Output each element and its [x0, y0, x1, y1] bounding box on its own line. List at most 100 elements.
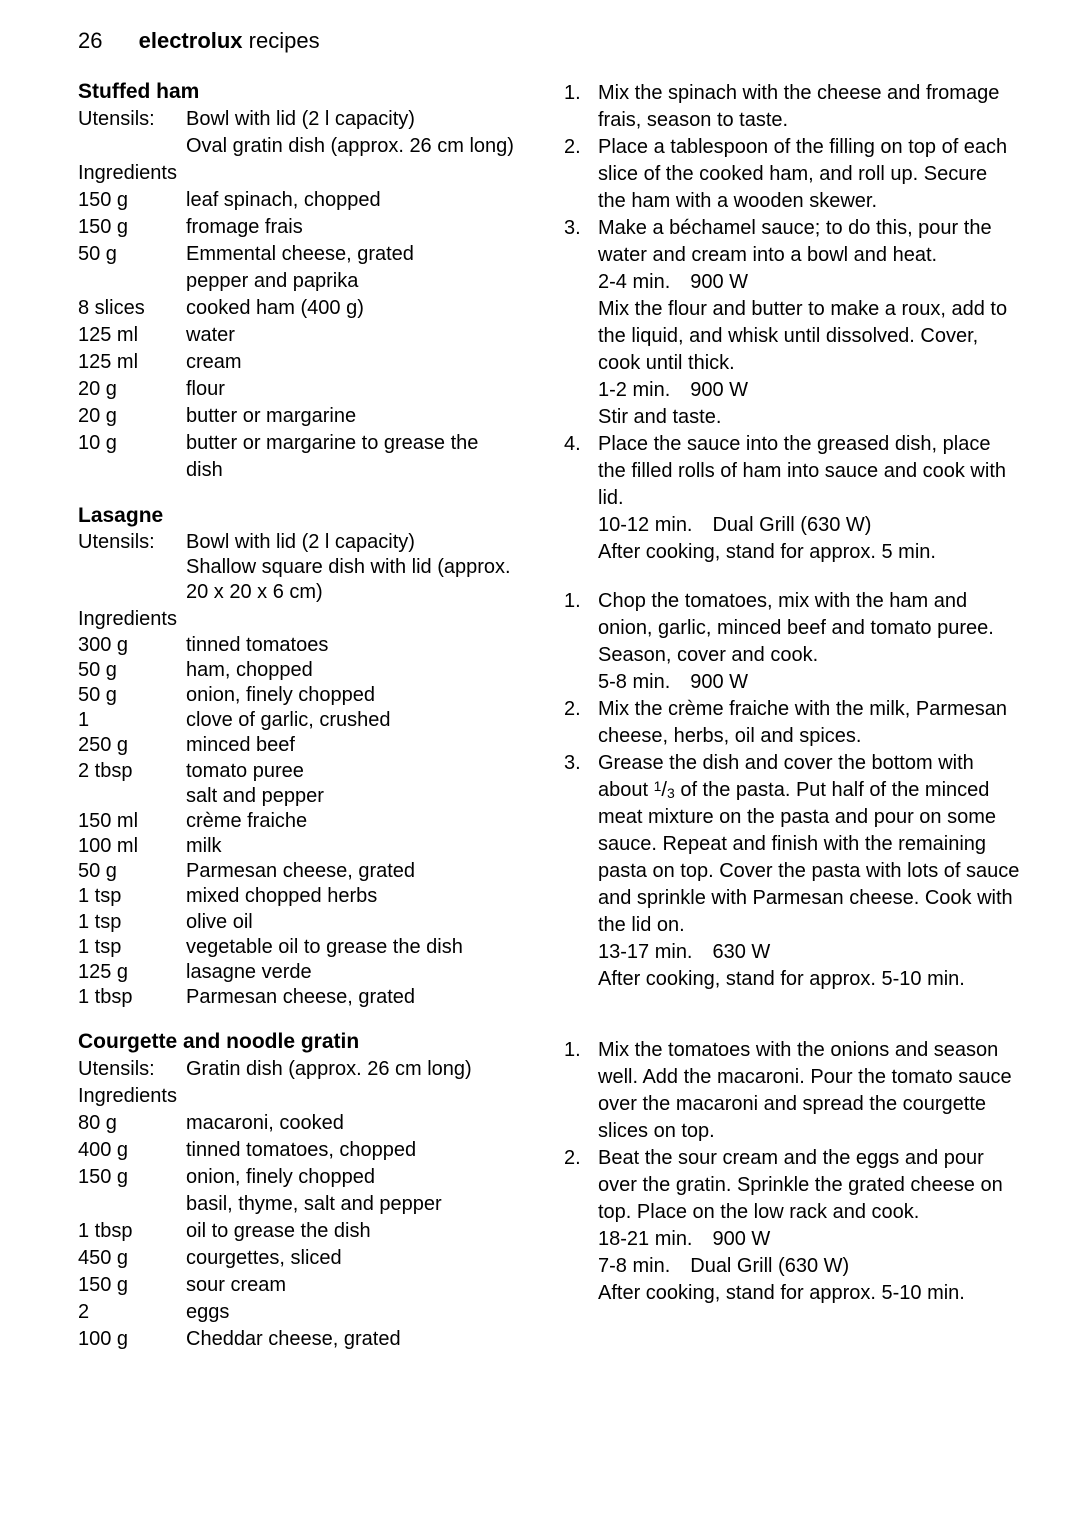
step-text: Place a tablespoon of the filling on top… — [598, 134, 1020, 215]
ingredient-qty — [78, 268, 186, 295]
ingredient-qty: 450 g — [78, 1245, 186, 1272]
ingredient-row: basil, thyme, salt and pepper — [78, 1191, 442, 1218]
ingredient-name: tomato puree — [186, 759, 463, 784]
ingredient-name: butter or margarine to grease the dish — [186, 430, 518, 484]
right-column: 1.Mix the spinach with the cheese and fr… — [564, 80, 1020, 1373]
step-number: 1. — [564, 588, 598, 696]
utensils-label: Utensils: — [78, 1056, 186, 1083]
ingredient-qty: 300 g — [78, 633, 186, 658]
recipe-title: Stuffed ham — [78, 80, 518, 104]
content-columns: Stuffed ham Utensils: Bowl with lid (2 l… — [78, 80, 1020, 1373]
step-text: Mix the spinach with the cheese and from… — [598, 80, 1020, 134]
utensils-row: Utensils: Gratin dish (approx. 26 cm lon… — [78, 1056, 518, 1083]
ingredient-qty: 150 ml — [78, 809, 186, 834]
ingredient-row: 125 glasagne verde — [78, 960, 463, 985]
ingredient-name: tinned tomatoes, chopped — [186, 1137, 442, 1164]
ingredient-qty: 20 g — [78, 403, 186, 430]
ingredient-row: 100 mlmilk — [78, 834, 463, 859]
ingredient-name: ham, chopped — [186, 658, 463, 683]
step-item: 1.Mix the spinach with the cheese and fr… — [564, 80, 1020, 134]
utensils-value: Bowl with lid (2 l capacity)Shallow squa… — [186, 530, 518, 606]
ingredient-qty: 50 g — [78, 683, 186, 708]
ingredient-qty: 100 g — [78, 1326, 186, 1353]
utensils-row: Utensils: Bowl with lid (2 l capacity)Sh… — [78, 530, 518, 606]
recipe-title: Courgette and noodle gratin — [78, 1030, 518, 1054]
ingredient-qty: 150 g — [78, 1272, 186, 1299]
ingredient-name: crème fraiche — [186, 809, 463, 834]
recipe-title: Lasagne — [78, 504, 518, 528]
ingredient-name: basil, thyme, salt and pepper — [186, 1191, 442, 1218]
ingredient-qty — [78, 784, 186, 809]
step-text: Mix the tomatoes with the onions and sea… — [598, 1037, 1020, 1145]
ingredient-qty: 10 g — [78, 430, 186, 484]
ingredient-name: onion, finely chopped — [186, 1164, 442, 1191]
step-number: 1. — [564, 80, 598, 134]
ingredient-qty: 20 g — [78, 376, 186, 403]
ingredient-name: Parmesan cheese, grated — [186, 859, 463, 884]
ingredient-qty: 1 tsp — [78, 884, 186, 909]
ingredient-row: 10 gbutter or margarine to grease the di… — [78, 430, 518, 484]
ingredient-name: onion, finely chopped — [186, 683, 463, 708]
ingredient-row: 2 tbsptomato puree — [78, 759, 463, 784]
ingredient-row: 1 tspvegetable oil to grease the dish — [78, 935, 463, 960]
ingredient-qty: 400 g — [78, 1137, 186, 1164]
ingredient-row: 50 gonion, finely chopped — [78, 683, 463, 708]
step-number: 2. — [564, 696, 598, 750]
step-text: Mix the crème fraiche with the milk, Par… — [598, 696, 1020, 750]
step-item: 2.Beat the sour cream and the eggs and p… — [564, 1145, 1020, 1307]
ingredient-row: 50 gham, chopped — [78, 658, 463, 683]
utensils-label: Utensils: — [78, 530, 186, 606]
ingredients-table: 80 gmacaroni, cooked400 gtinned tomatoes… — [78, 1110, 442, 1353]
recipe-lasagne-steps: 1.Chop the tomatoes, mix with the ham an… — [564, 588, 1020, 993]
ingredient-name: sour cream — [186, 1272, 442, 1299]
ingredient-qty: 50 g — [78, 859, 186, 884]
step-item: 4.Place the sauce into the greased dish,… — [564, 431, 1020, 566]
ingredient-name: olive oil — [186, 910, 463, 935]
ingredient-name: milk — [186, 834, 463, 859]
ingredient-row: 8 slicescooked ham (400 g) — [78, 295, 518, 322]
ingredient-qty: 1 tbsp — [78, 985, 186, 1010]
recipe-courgette-left: Courgette and noodle gratin Utensils: Gr… — [78, 1030, 518, 1353]
ingredient-qty — [78, 1191, 186, 1218]
ingredients-label: Ingredients — [78, 606, 518, 633]
page-header: 26 electrolux recipes — [78, 28, 1020, 54]
ingredient-row: 150 gsour cream — [78, 1272, 442, 1299]
ingredient-row: 80 gmacaroni, cooked — [78, 1110, 442, 1137]
step-item: 2.Place a tablespoon of the filling on t… — [564, 134, 1020, 215]
step-number: 3. — [564, 750, 598, 993]
page-number: 26 — [78, 28, 102, 54]
ingredient-name: clove of garlic, crushed — [186, 708, 463, 733]
ingredient-qty: 125 ml — [78, 322, 186, 349]
ingredient-row: 150 gleaf spinach, chopped — [78, 187, 518, 214]
ingredient-name: Emmental cheese, grated — [186, 241, 518, 268]
ingredient-qty: 100 ml — [78, 834, 186, 859]
ingredient-row: 125 mlwater — [78, 322, 518, 349]
ingredient-name: courgettes, sliced — [186, 1245, 442, 1272]
ingredient-row: 1 tbspParmesan cheese, grated — [78, 985, 463, 1010]
ingredient-qty: 1 tsp — [78, 910, 186, 935]
ingredient-row: 20 gbutter or margarine — [78, 403, 518, 430]
ingredient-qty: 2 tbsp — [78, 759, 186, 784]
ingredient-name: salt and pepper — [186, 784, 463, 809]
step-text: Chop the tomatoes, mix with the ham and … — [598, 588, 1020, 696]
step-item: 2.Mix the crème fraiche with the milk, P… — [564, 696, 1020, 750]
ingredient-name: leaf spinach, chopped — [186, 187, 518, 214]
ingredient-row: 20 gflour — [78, 376, 518, 403]
ingredient-qty: 1 tbsp — [78, 1218, 186, 1245]
ingredient-name: pepper and paprika — [186, 268, 518, 295]
utensils-value: Bowl with lid (2 l capacity)Oval gratin … — [186, 106, 518, 160]
ingredients-label: Ingredients — [78, 160, 518, 187]
step-number: 1. — [564, 1037, 598, 1145]
ingredient-name: vegetable oil to grease the dish — [186, 935, 463, 960]
step-number: 4. — [564, 431, 598, 566]
brand: electrolux — [139, 28, 243, 53]
ingredient-qty: 150 g — [78, 214, 186, 241]
step-number: 2. — [564, 1145, 598, 1307]
ingredient-name: fromage frais — [186, 214, 518, 241]
ingredient-row: 100 gCheddar cheese, grated — [78, 1326, 442, 1353]
recipe-courgette-steps: 1.Mix the tomatoes with the onions and s… — [564, 1037, 1020, 1307]
ingredient-row: 150 gfromage frais — [78, 214, 518, 241]
ingredient-row: 1 tspmixed chopped herbs — [78, 884, 463, 909]
ingredient-row: 1 tspolive oil — [78, 910, 463, 935]
step-text: Place the sauce into the greased dish, p… — [598, 431, 1020, 566]
